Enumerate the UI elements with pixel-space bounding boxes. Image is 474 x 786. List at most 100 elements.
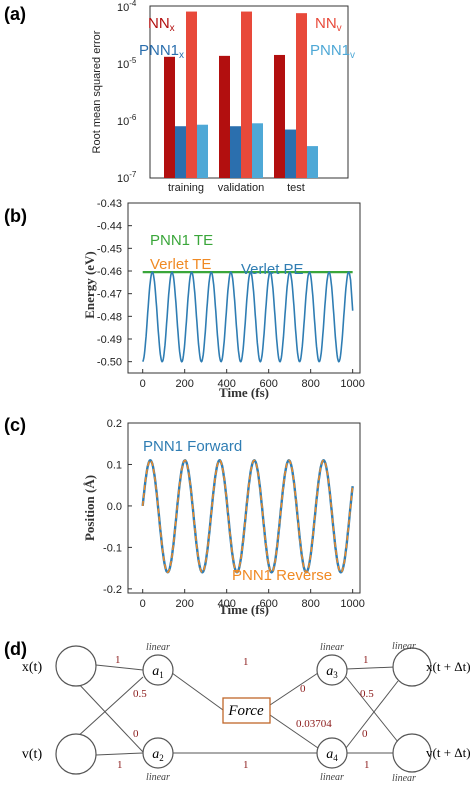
legend-nn-v: NNv	[315, 15, 342, 34]
node-a1-activation: linear	[146, 642, 170, 653]
panel-b: (b) 0 200 400 600 800 1000 -0.43 -0.44 -0.45 -0.4…	[4, 198, 365, 400]
output-node-x	[392, 647, 432, 687]
xlabel-c: Time (fs)	[219, 602, 269, 617]
weight-x-a2: 0	[133, 728, 139, 740]
node-a3-activation: linear	[320, 642, 344, 653]
xtick-label-training: training	[168, 182, 204, 194]
ytick-label: -0.47	[97, 289, 122, 301]
bar-nn-v-validation	[241, 11, 252, 179]
panel-label-b: (b)	[4, 206, 27, 226]
input-node-v	[55, 733, 97, 775]
node-a3-label: a3	[326, 664, 338, 680]
panel-a: (a) 10-4 10-5 10-6 10-7 Root mean square…	[4, 0, 355, 194]
output-label-x: x(t + Δt)	[426, 659, 471, 674]
output-label-v: v(t + Δt)	[426, 745, 471, 760]
ytick-label: 10-6	[117, 113, 137, 128]
xtick-label: 200	[176, 378, 194, 390]
xtick-label: 600	[259, 378, 277, 390]
output-x-activation: linear	[392, 641, 416, 652]
force-label: Force	[227, 703, 264, 719]
legend-c: PNN1 Forward PNN1 Reverse	[143, 438, 332, 584]
node-a2	[142, 737, 174, 769]
xtick-label: 1000	[340, 378, 364, 390]
bar-nn-x-validation	[219, 55, 230, 178]
weight-a3-vo: 0	[362, 728, 368, 740]
panel-c: (c) 0 200 400 600 800 1000 0.2 0.1 0.0 -0.1 -0.2 P…	[4, 415, 365, 617]
xtick-label: 200	[176, 598, 194, 610]
ytick-label: 10-5	[117, 56, 137, 71]
y-ticks-a: 10-4 10-5 10-6 10-7	[117, 0, 137, 185]
input-node-x	[55, 645, 97, 687]
output-v-activation: linear	[392, 773, 416, 784]
weight-a2-a4: 1	[243, 759, 249, 771]
legend-pnn1-reverse: PNN1 Reverse	[232, 567, 332, 584]
bar-pnn1-v-training	[197, 124, 208, 178]
ytick-label: 0.2	[107, 418, 122, 430]
force-box	[222, 697, 271, 724]
ytick-label: -0.1	[103, 542, 122, 554]
xtick-label: 800	[301, 378, 319, 390]
legend-verlet-pe: Verlet PE	[241, 261, 304, 278]
output-node-v	[392, 733, 432, 773]
weight-a1-force: 1	[243, 656, 249, 668]
bar-nn-x-test	[274, 54, 285, 179]
node-a1-label: a1	[152, 664, 164, 680]
ytick-label: -0.49	[97, 334, 122, 346]
network-weights: 1 0.5 0 1 1 1 0 0.03704 1 0.5 0 1	[115, 654, 374, 771]
bar-nn-v-test	[296, 13, 307, 179]
node-a4-label: a4	[326, 747, 338, 763]
ytick-label: -0.2	[103, 584, 122, 596]
xtick-label: 600	[259, 598, 277, 610]
input-label-v: v(t)	[22, 747, 43, 762]
ytick-label: -0.48	[97, 311, 122, 323]
xtick-label: 0	[140, 378, 146, 390]
xlabel-b: Time (fs)	[219, 385, 269, 400]
node-a3	[316, 654, 348, 686]
line-verlet-pe	[142, 270, 354, 363]
edge-a1-force	[171, 672, 224, 711]
legend-pnn1-te: PNN1 TE	[150, 232, 213, 249]
edge-force-a3	[269, 672, 319, 706]
bar-pnn1-x-training	[175, 126, 186, 178]
ytick-label: 0.0	[107, 501, 122, 513]
ytick-label: 10-4	[117, 0, 137, 14]
edge-x-a1	[95, 664, 144, 671]
node-a4	[316, 737, 348, 769]
input-label-x: x(t)	[22, 660, 43, 675]
ytick-label: 0.1	[107, 459, 122, 471]
edge-a3-vo	[345, 676, 399, 743]
weight-force-a4: 0.03704	[296, 718, 332, 730]
edge-v-a1	[75, 676, 144, 739]
weight-v-a1: 0.5	[133, 688, 147, 700]
ytick-label: -0.46	[97, 266, 122, 278]
plot-frame-c	[127, 422, 361, 594]
weight-a4-vo: 1	[364, 759, 370, 771]
panel-d: (d) x(t) v(t) a1 linear a2 linear	[4, 639, 471, 784]
line-pnn1-forward	[141, 458, 354, 574]
ylabel-c: Position (Å)	[82, 475, 97, 541]
node-a2-activation: linear	[146, 772, 170, 783]
xtick-label: 400	[217, 378, 235, 390]
weight-x-a1: 1	[115, 654, 121, 666]
panel-label-a: (a)	[4, 4, 26, 24]
xtick-label: 400	[217, 598, 235, 610]
weight-v-a2: 1	[117, 759, 123, 771]
network-edges	[75, 664, 399, 756]
ticks-b: 0 200 400 600 800 1000 -0.43 -0.44 -0.45 -0.46 -0.…	[97, 198, 365, 390]
legend-pnn1-forward: PNN1 Forward	[143, 438, 242, 455]
edge-a4-xo	[345, 680, 399, 749]
ylabel-a: Root mean squared error	[91, 30, 103, 153]
xtick-label: 800	[301, 598, 319, 610]
panel-label-c: (c)	[4, 415, 26, 435]
node-a4-activation: linear	[320, 772, 344, 783]
edge-a3-xo	[345, 666, 396, 670]
bar-nn-x-training	[164, 56, 175, 178]
legend-pnn1-x: PNN1x	[139, 42, 184, 61]
panel-label-d: (d)	[4, 639, 27, 659]
xtick-label: 1000	[340, 598, 364, 610]
lines-c	[141, 458, 354, 574]
weight-force-a3: 0	[300, 683, 306, 695]
xtick-label-validation: validation	[218, 182, 264, 194]
ytick-label: -0.43	[97, 198, 122, 210]
node-a1	[142, 654, 174, 686]
